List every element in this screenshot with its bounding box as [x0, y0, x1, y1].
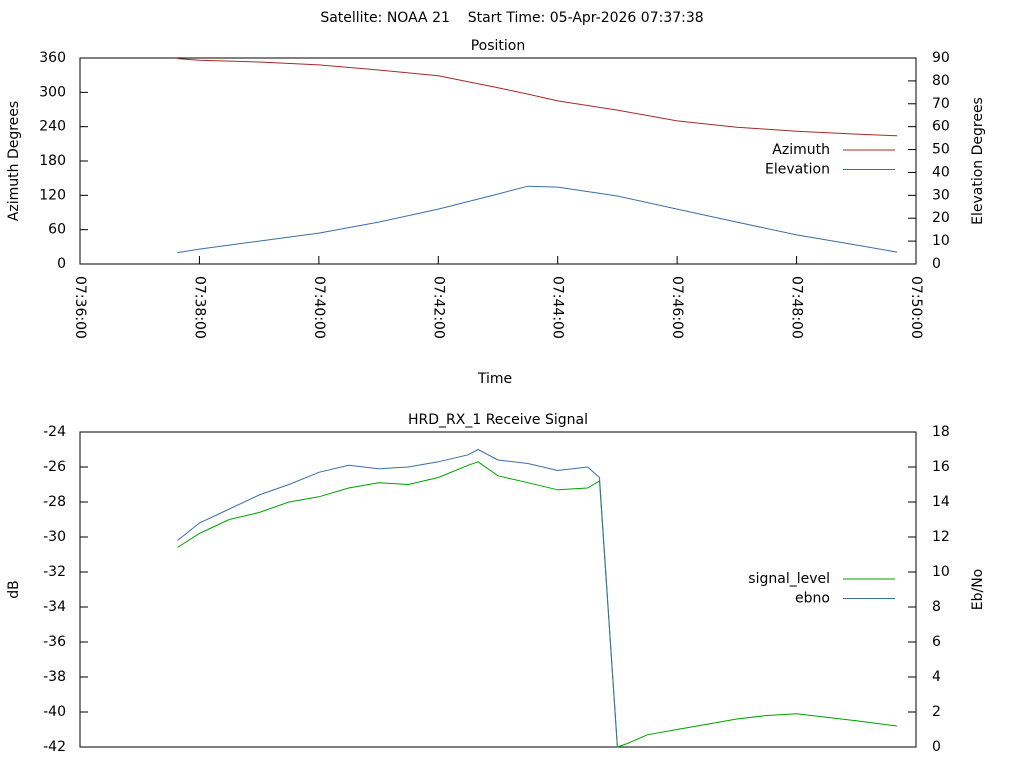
y2-tick-label: 0 — [932, 739, 941, 755]
y2-axis-label: Elevation Degrees — [970, 97, 986, 225]
y2-tick-label: 30 — [932, 187, 950, 203]
y2-tick-label: 16 — [932, 459, 950, 475]
y-tick-label: 180 — [39, 153, 66, 169]
y-tick-label: -26 — [43, 459, 66, 475]
y-tick-label: 120 — [39, 187, 66, 203]
y-tick-label: -40 — [43, 704, 66, 720]
x-tick-label: 07:48:00 — [789, 276, 805, 339]
y-tick-label: -30 — [43, 529, 66, 545]
x-tick-label: 07:44:00 — [550, 276, 566, 339]
y-tick-label: -32 — [43, 564, 66, 580]
y2-tick-label: 70 — [932, 96, 950, 112]
page-title: Satellite: NOAA 21 Start Time: 05-Apr-20… — [320, 10, 703, 26]
y2-tick-label: 90 — [932, 50, 950, 66]
y2-tick-label: 4 — [932, 669, 941, 685]
series-line — [177, 461, 898, 748]
y-tick-label: 300 — [39, 84, 66, 100]
series-line — [177, 58, 898, 137]
y2-tick-label: 60 — [932, 119, 950, 135]
y-tick-label: 360 — [39, 50, 66, 66]
x-tick-label: 07:40:00 — [311, 276, 327, 339]
y-tick-label: -24 — [43, 424, 66, 440]
x-axis-label: Time — [477, 371, 512, 387]
y2-tick-label: 14 — [932, 494, 950, 510]
y-tick-label: 60 — [48, 222, 66, 238]
x-tick-label: 07:50:00 — [908, 276, 924, 339]
y2-tick-label: 18 — [932, 424, 950, 440]
x-tick-label: 07:46:00 — [669, 276, 685, 339]
y-axis-label: Azimuth Degrees — [6, 101, 22, 221]
x-tick-label: 07:38:00 — [191, 276, 207, 339]
y-tick-label: 0 — [57, 256, 66, 272]
y2-tick-label: 6 — [932, 634, 941, 650]
chart-title: HRD_RX_1 Receive Signal — [408, 412, 588, 428]
legend-label: Elevation — [765, 162, 830, 178]
legend-label: Azimuth — [772, 142, 830, 158]
y-tick-label: 240 — [39, 119, 66, 135]
series-line — [177, 448, 618, 748]
series-line — [177, 185, 898, 254]
y2-tick-label: 80 — [932, 73, 950, 89]
y2-tick-label: 10 — [932, 564, 950, 580]
x-tick-label: 07:42:00 — [430, 276, 446, 339]
y-axis-label: dB — [6, 580, 22, 599]
y2-tick-label: 2 — [932, 704, 941, 720]
y2-tick-label: 20 — [932, 210, 950, 226]
y2-tick-label: 40 — [932, 164, 950, 180]
legend-label: ebno — [795, 591, 830, 607]
y2-axis-label: Eb/No — [970, 569, 986, 611]
y2-tick-label: 12 — [932, 529, 950, 545]
y-tick-label: -34 — [43, 599, 66, 615]
y2-tick-label: 10 — [932, 233, 950, 249]
y-tick-label: -42 — [43, 739, 66, 755]
y2-tick-label: 50 — [932, 142, 950, 158]
legend-label: signal_level — [748, 571, 830, 587]
y-tick-label: -36 — [43, 634, 66, 650]
chart-title: Position — [471, 38, 526, 54]
y2-tick-label: 8 — [932, 599, 941, 615]
x-tick-label: 07:36:00 — [72, 276, 88, 339]
y-tick-label: -38 — [43, 669, 66, 685]
plot-frame — [79, 431, 917, 748]
y2-tick-label: 0 — [932, 256, 941, 272]
y-tick-label: -28 — [43, 494, 66, 510]
